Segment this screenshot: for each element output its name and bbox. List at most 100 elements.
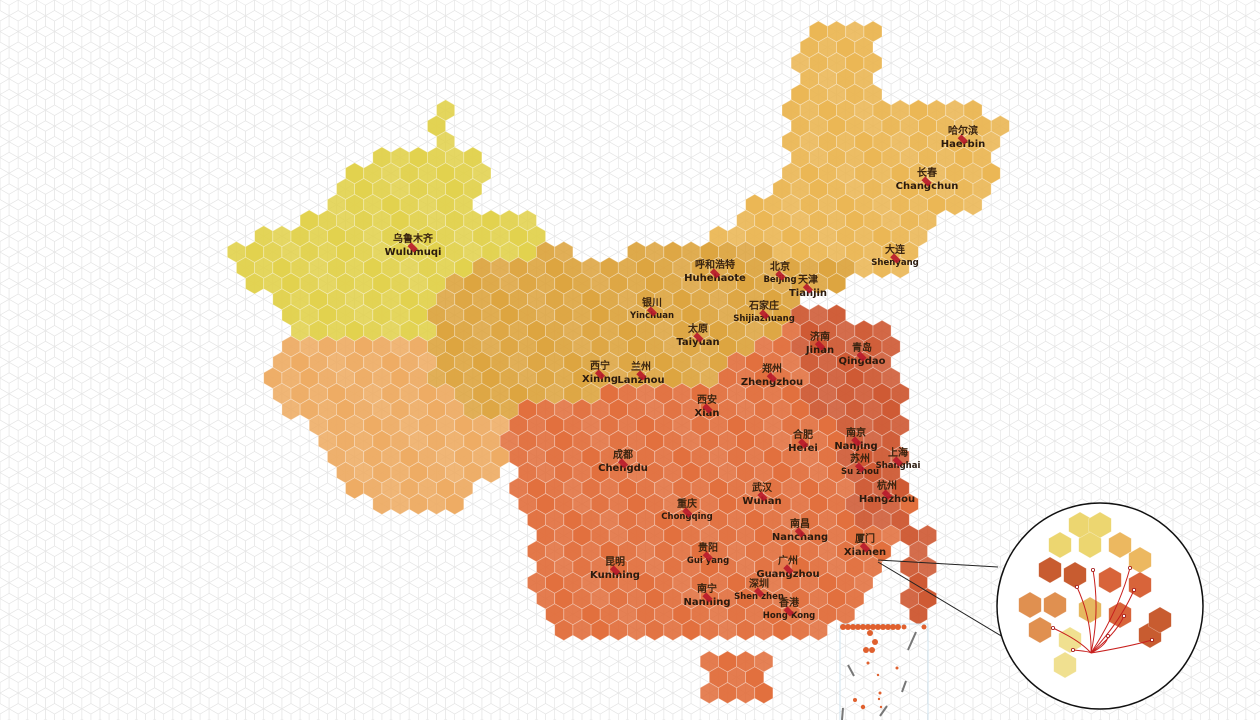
city-name-zh: 太原 (688, 324, 708, 335)
region-hex (836, 603, 856, 626)
city-name-zh: 大连 (885, 245, 905, 256)
city-name-zh: 贵阳 (697, 543, 718, 554)
inset-city-dot (1075, 585, 1080, 590)
inset-city-dot (1051, 626, 1056, 631)
inset-hex (1078, 531, 1102, 559)
mini-dot (867, 630, 873, 636)
inset-route-line (1090, 569, 1097, 654)
city-label: 呼和浩特 Huhehaote (684, 261, 746, 284)
mini-dash (841, 707, 844, 720)
city-name-zh: 郑州 (761, 364, 782, 375)
city-name-zh: 香港 (779, 598, 799, 609)
city-label: 广州 Guangzhou (756, 557, 819, 580)
inset-hex (1048, 531, 1072, 559)
city-name-zh: 北京 (770, 262, 790, 273)
city-name-en: Guangzhou (756, 569, 820, 580)
city-label: 哈尔滨Haerbin (941, 127, 986, 150)
city-label: 济南 Jinan (806, 333, 834, 356)
city-name-zh: 上海 (888, 448, 908, 459)
city-name-zh: 南昌 (790, 519, 810, 530)
inset-hex (1148, 606, 1172, 634)
city-name-zh: 南京 (846, 428, 866, 439)
mini-dot (863, 647, 869, 653)
mini-chart-panel (839, 623, 929, 720)
region-hex (963, 193, 983, 216)
city-label: 昆明 Kunming (590, 558, 640, 581)
callout-line (877, 559, 999, 568)
city-label: 石家庄Shijiazhuang (733, 302, 795, 324)
inset-city-dot (1122, 614, 1127, 619)
inset-route-line (1072, 649, 1092, 654)
city-label: 重庆Chongqing (661, 500, 712, 522)
inset-route-line (1090, 567, 1131, 654)
mini-dot (878, 691, 882, 695)
city-name-en: Hefei (788, 443, 818, 454)
city-label: 天津 Tianjin (789, 276, 827, 299)
inset-hex (1038, 556, 1062, 584)
mini-dot (876, 673, 880, 677)
city-name-zh: 西宁 (590, 361, 610, 372)
city-label: 西安 Xian (694, 396, 719, 419)
city-name-zh: 哈尔滨 (947, 126, 978, 137)
inset-route-line (1076, 586, 1092, 654)
city-name-zh: 天津 (798, 275, 818, 286)
city-name-en: Nanjing (834, 441, 878, 452)
inset-city-dot (1150, 638, 1155, 643)
city-label: 长春Changchun (896, 169, 959, 192)
city-label: 南昌 Nanchang (772, 520, 828, 543)
mini-dash (847, 664, 855, 677)
inset-hex (1108, 601, 1132, 629)
city-name-en: Tianjin (788, 288, 828, 299)
city-label: 大连Shenyang (871, 246, 918, 268)
city-name-zh: 兰州 (630, 362, 651, 373)
city-name-en: Xiamen (843, 547, 887, 558)
city-name-zh: 昆明 (605, 557, 625, 568)
mini-dot (872, 639, 878, 645)
city-name-zh: 武汉 (751, 483, 772, 494)
city-name-en: Kunming (590, 570, 640, 581)
city-label: 深圳 Shen zhen (734, 580, 784, 602)
inset-city-dot (1091, 568, 1096, 573)
city-label: 南宁 Nanning (683, 585, 730, 608)
city-name-en: Wuhan (742, 496, 782, 507)
city-name-en: Jinan (805, 345, 835, 356)
city-label: 南京 Nanjing (834, 429, 877, 452)
inset-hex (1053, 651, 1077, 679)
city-label: 上海Shanghai (876, 449, 921, 471)
city-name-en: Beijing (763, 275, 797, 285)
province-hexes (226, 20, 1010, 704)
mini-dash (907, 631, 917, 651)
city-label: 香港 Hong Kong (763, 599, 815, 621)
inset-hex (1028, 616, 1052, 644)
inset-route-line (1052, 627, 1092, 654)
city-name-en: Huhehaote (684, 273, 746, 284)
city-label: 苏州 Su zhou (841, 455, 879, 477)
mini-dot (853, 698, 857, 702)
city-name-en: Zhengzhou (740, 377, 804, 388)
city-name-zh: 乌鲁木齐 (392, 234, 433, 245)
city-name-en: Chengdu (598, 463, 648, 474)
city-label: 西宁 Xining (582, 362, 618, 385)
mini-dot (895, 666, 899, 670)
city-label: 北京 Beijing (763, 263, 796, 285)
city-name-zh: 深圳 (748, 579, 769, 590)
city-label: 太原 Taiyuan (676, 325, 719, 348)
city-label: 银川Yinchuan (630, 299, 674, 321)
city-label: 贵阳 Gui yang (687, 544, 729, 566)
mini-dot (866, 661, 870, 665)
region-hex (481, 461, 501, 484)
city-name-zh: 石家庄 (748, 301, 779, 312)
inset-city-dot (1132, 588, 1137, 593)
city-name-en: Lanzhou (617, 375, 665, 386)
mini-dash (879, 705, 888, 717)
mini-dot (860, 704, 866, 710)
region-hex (908, 603, 928, 626)
inset-route-line (1090, 615, 1125, 654)
city-name-en: Hangzhou (858, 494, 916, 505)
city-name-zh: 南宁 (697, 584, 717, 595)
city-name-zh: 杭州 (876, 481, 897, 492)
region-hex (445, 493, 465, 515)
city-name-zh: 合肥 (793, 430, 813, 441)
